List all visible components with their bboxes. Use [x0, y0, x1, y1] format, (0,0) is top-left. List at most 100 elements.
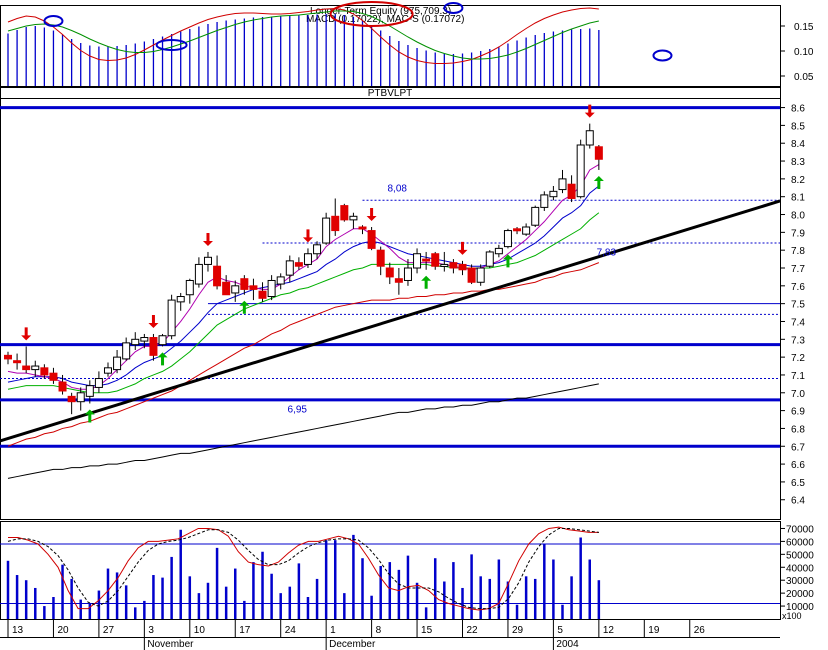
- candle-body: [294, 262, 303, 267]
- price-ytick-label: 6.5: [791, 478, 805, 489]
- macd-line-macd: [7, 7, 599, 64]
- price-ytick-label: 8.4: [791, 139, 805, 150]
- candle-body: [4, 354, 12, 360]
- candle-body: [113, 356, 122, 371]
- candle-body: [467, 267, 476, 283]
- price-annotation: 8,08: [388, 183, 408, 194]
- x-tick-label: 20: [57, 625, 69, 636]
- macd-circle: [443, 2, 464, 14]
- candle-body: [58, 381, 67, 392]
- volume-ytick-label: 50000: [786, 550, 814, 561]
- price-ytick-label: 6.7: [791, 442, 805, 453]
- candle-body: [431, 253, 440, 267]
- candle-body: [249, 285, 258, 290]
- candle-body: [276, 276, 285, 285]
- price-annotation: 7,83: [597, 248, 617, 259]
- macd-ytick-label: 0.15: [794, 22, 814, 33]
- trendline: [0, 199, 781, 443]
- candle-body: [194, 263, 203, 285]
- price-ytick-label: 7.1: [791, 371, 805, 382]
- x-tick-label: 22: [467, 625, 479, 636]
- candle-body: [158, 335, 167, 346]
- candle-body: [340, 205, 349, 221]
- candle-body: [49, 372, 58, 381]
- candle-body: [394, 278, 403, 283]
- candle-body: [176, 296, 185, 303]
- x-tick-label: 12: [603, 625, 615, 636]
- candle-body: [240, 278, 249, 290]
- candle-body: [422, 258, 431, 262]
- macd-title: Longer-Term Equity (975,709.3): [310, 6, 451, 17]
- macd-lines: [7, 7, 599, 64]
- candle-body: [22, 365, 31, 371]
- moving-average-black: [7, 383, 599, 479]
- sell-arrow: [21, 327, 32, 341]
- candle-body: [13, 360, 22, 364]
- trendline-line: [0, 199, 781, 443]
- candle-body: [313, 244, 322, 255]
- sell-arrow: [202, 232, 213, 246]
- candle-body: [322, 217, 331, 244]
- candle-body: [558, 178, 567, 191]
- volume-panel: 70000 60000 50000 40000 30000 20000 10000 x100: [0, 521, 814, 621]
- candle-body: [449, 262, 458, 269]
- sell-arrow: [366, 208, 377, 221]
- candle-body: [485, 251, 494, 267]
- price-ytick-label: 7.3: [791, 335, 805, 346]
- candle-body: [513, 228, 522, 232]
- buy-arrow: [157, 352, 168, 366]
- price-title: PTBVLPT: [368, 88, 412, 99]
- candle-body: [358, 226, 367, 230]
- price-ytick-label: 7.9: [791, 228, 805, 239]
- candle-body: [376, 249, 385, 267]
- macd-circle: [329, 1, 414, 27]
- volume-ytick-label: 70000: [786, 524, 814, 535]
- macd-ytick-label: 0.10: [794, 47, 814, 58]
- x-tick-label: 3: [148, 625, 154, 636]
- volume-multiplier: x100: [782, 611, 802, 621]
- candle-body: [576, 144, 585, 198]
- volume-ytick-label: 40000: [786, 563, 814, 574]
- volume-y-axis: 70000 60000 50000 40000 30000 20000 10000: [780, 524, 814, 613]
- candle-body: [594, 146, 603, 160]
- candle-body: [203, 256, 212, 265]
- moving-average-long: [7, 212, 600, 394]
- moving-averages: [7, 164, 600, 479]
- month-label: December: [329, 639, 376, 650]
- x-tick-label: 13: [12, 625, 24, 636]
- candle-body: [349, 215, 358, 221]
- candle-body: [403, 267, 412, 281]
- candle-body: [149, 337, 158, 356]
- x-tick-label: 10: [194, 625, 206, 636]
- candle-body: [267, 279, 276, 298]
- month-label: 2004: [556, 639, 579, 650]
- sell-arrow: [584, 104, 595, 118]
- candle-body: [331, 215, 340, 232]
- x-tick-label: 27: [103, 625, 115, 636]
- candle-body: [231, 285, 240, 294]
- price-ytick-label: 7.5: [791, 300, 805, 311]
- price-labels: 8,08 7,83 6,95: [288, 183, 617, 415]
- candle-body: [458, 263, 467, 271]
- moving-average-mid: [7, 185, 600, 387]
- macd-circles: [43, 1, 673, 62]
- x-axis: 13 20 27 3 10 17 24 1 8 15 22 29 5 12 19 26 November Dece…: [0, 620, 780, 650]
- candle-body: [303, 253, 312, 265]
- buy-arrow: [502, 254, 513, 268]
- macd-circle: [155, 39, 188, 51]
- price-ytick-label: 8.5: [791, 121, 805, 132]
- price-ytick-label: 7.7: [791, 264, 805, 275]
- price-ytick-label: 6.8: [791, 424, 805, 435]
- volume-ytick-label: 10000: [786, 602, 814, 613]
- x-tick-label: 1: [330, 625, 336, 636]
- buy-arrow: [421, 275, 432, 289]
- candle-body: [367, 230, 376, 249]
- sell-arrow: [457, 241, 468, 255]
- buy-arrow: [239, 300, 250, 314]
- candle-body: [103, 367, 112, 374]
- candle-body: [85, 385, 94, 397]
- candle-body: [585, 130, 594, 146]
- candle-body: [185, 279, 194, 296]
